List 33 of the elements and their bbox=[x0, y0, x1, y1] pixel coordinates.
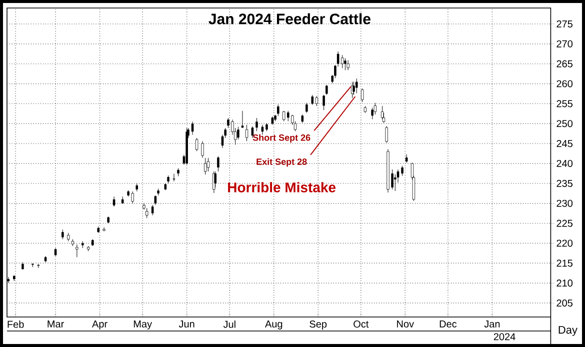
x-tick-label: Sep bbox=[310, 320, 327, 330]
y-tick-label: 225 bbox=[556, 220, 572, 227]
x-tick-label: Oct bbox=[354, 320, 369, 328]
annotation: Horrible Mistake bbox=[228, 182, 336, 192]
y-tick-label: 210 bbox=[556, 280, 573, 287]
annotation: Short Sept 26 bbox=[252, 134, 310, 143]
x-tick-label: Feb bbox=[8, 320, 24, 328]
text: 2024 bbox=[494, 333, 516, 340]
y-tick-label: 215 bbox=[556, 260, 572, 267]
y-tick-label: 255 bbox=[556, 100, 572, 108]
x-tick-label: Nov bbox=[397, 320, 414, 328]
y-tick-label: 230 bbox=[556, 200, 573, 207]
x-tick-label: Dec bbox=[440, 320, 457, 328]
y-tick-label: 245 bbox=[556, 140, 572, 148]
x-axis-title: Day bbox=[558, 326, 578, 336]
y-tick-label: 260 bbox=[556, 80, 573, 88]
x-tick-label: Jun bbox=[178, 320, 194, 328]
x-tick-label: Aug bbox=[264, 320, 282, 330]
x-tick-label: May bbox=[134, 320, 152, 330]
y-tick-label: 220 bbox=[556, 240, 573, 247]
y-tick-label: 205 bbox=[556, 299, 572, 307]
x-tick-label: Mar bbox=[48, 320, 64, 328]
x-tick-label: Jan bbox=[484, 320, 500, 328]
x-tick-label: Apr bbox=[92, 320, 108, 330]
y-tick-label: 250 bbox=[556, 120, 573, 128]
y-tick-label: 235 bbox=[556, 180, 572, 187]
annotation: Exit Sept 28 bbox=[256, 158, 307, 167]
chart-title: Jan 2024 Feeder Cattle bbox=[208, 13, 370, 24]
y-tick-label: 275 bbox=[556, 20, 572, 28]
x-tick-label: Jul bbox=[223, 320, 236, 328]
y-tick-label: 240 bbox=[556, 160, 573, 168]
y-tick-label: 270 bbox=[556, 40, 573, 48]
y-tick-label: 265 bbox=[556, 60, 572, 68]
